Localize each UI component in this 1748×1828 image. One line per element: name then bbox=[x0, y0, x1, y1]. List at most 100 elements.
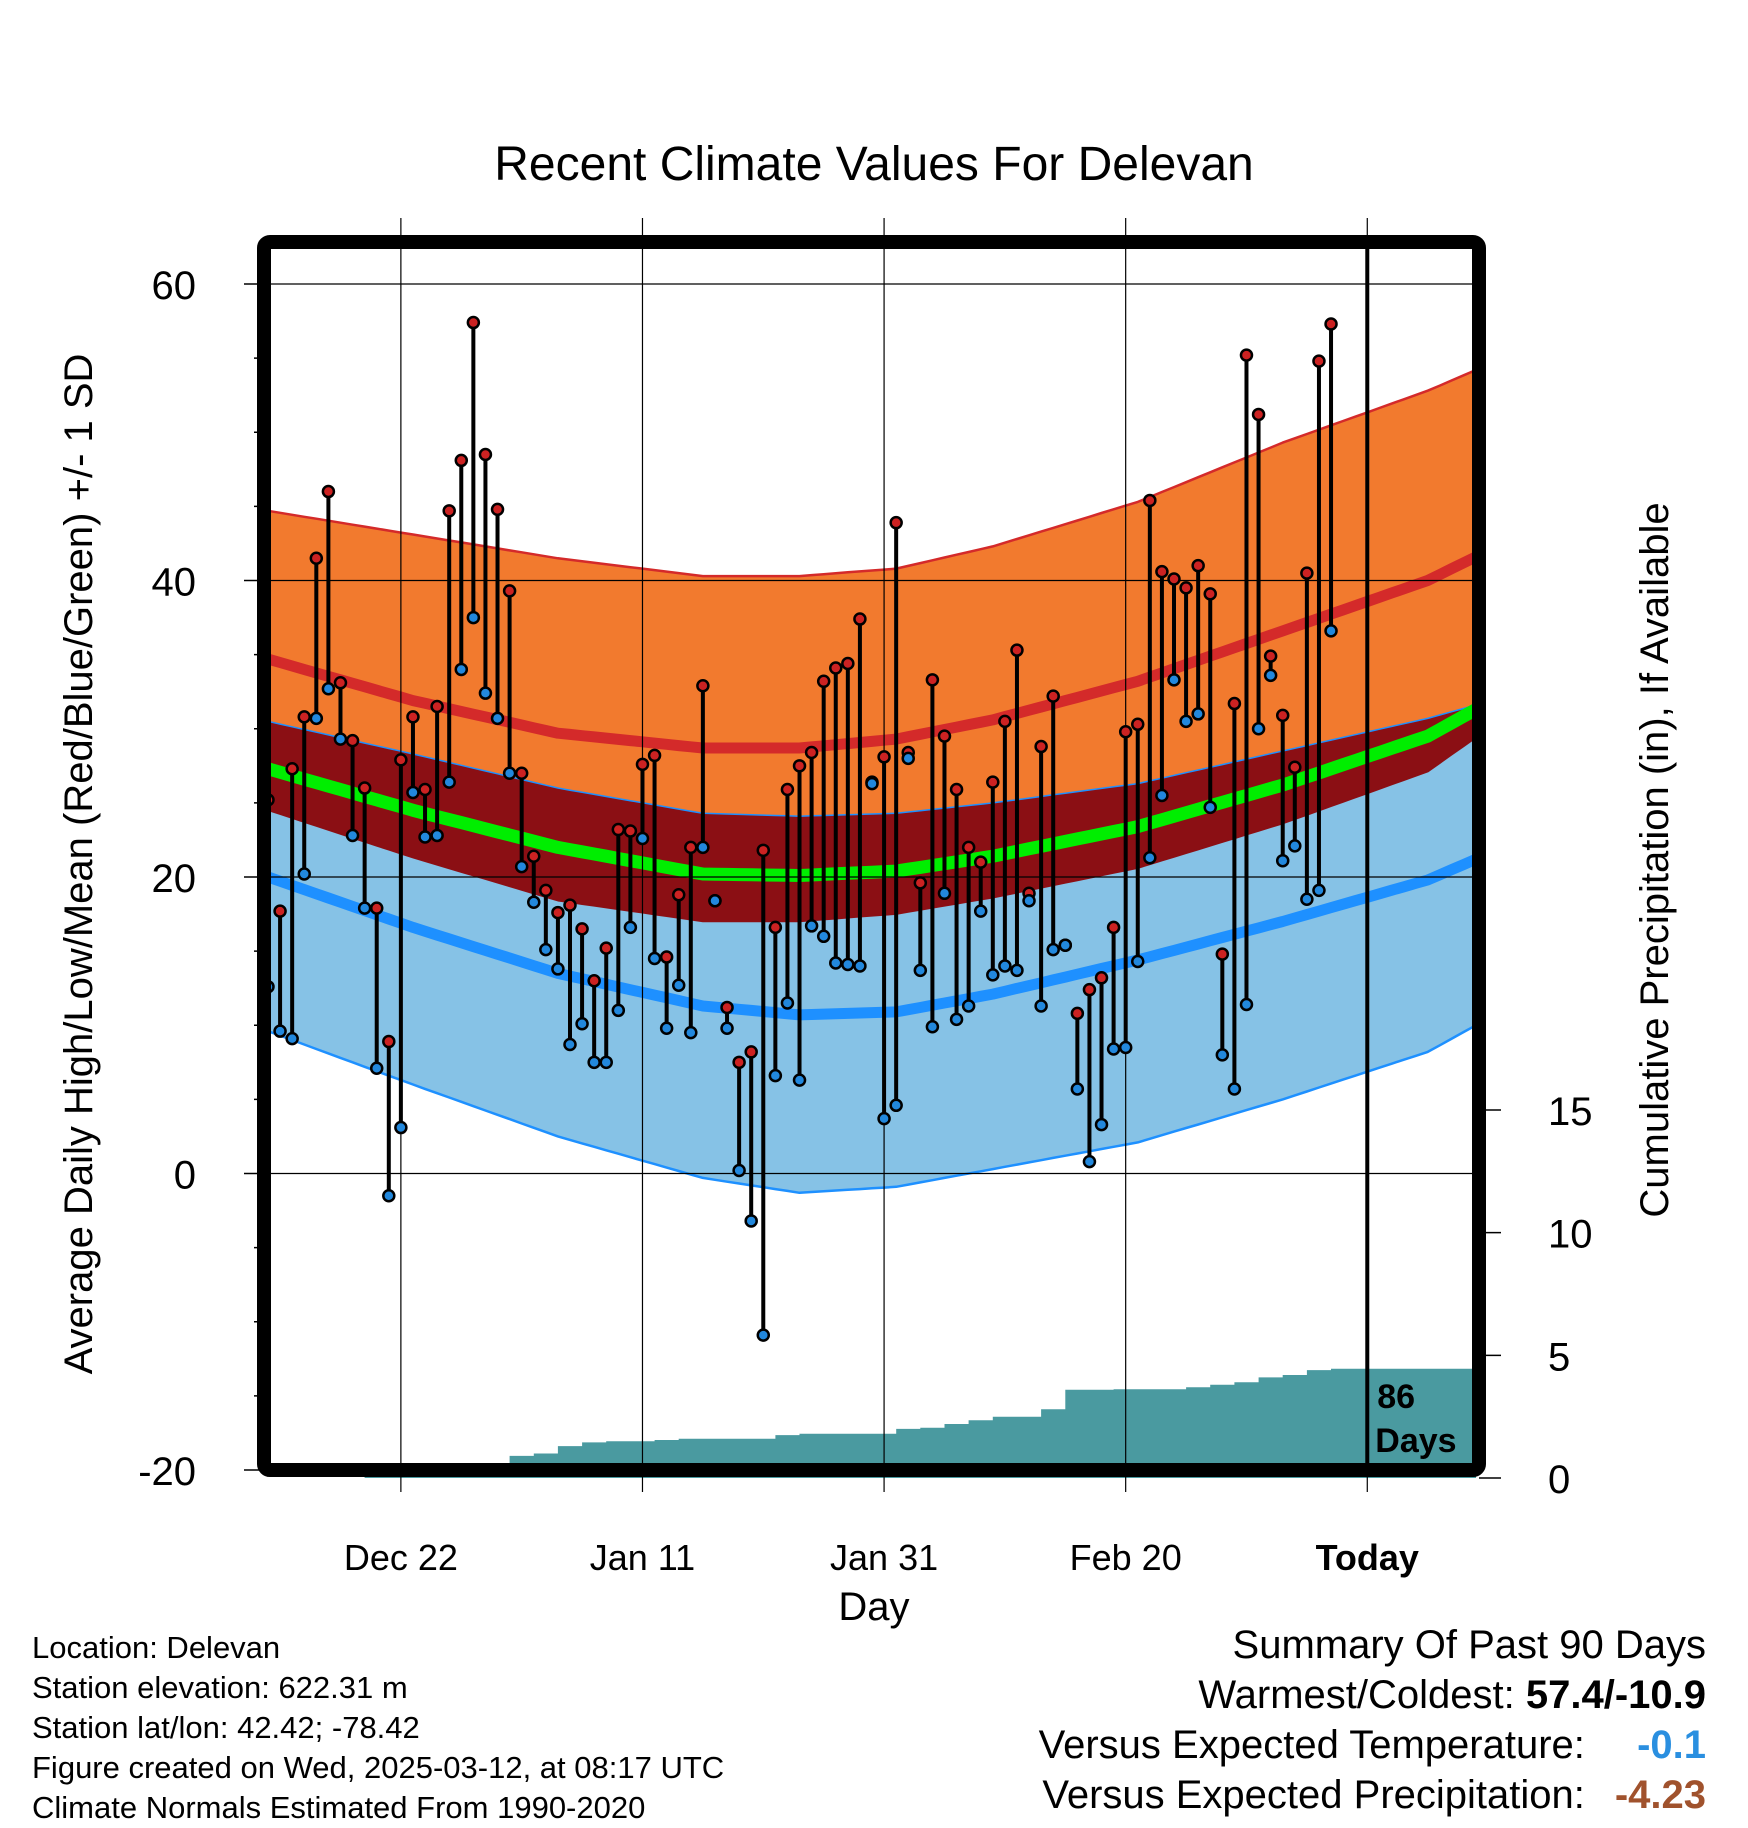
high-point bbox=[1034, 739, 1048, 754]
x-tick-label: Dec 22 bbox=[344, 1537, 458, 1578]
normal-bands bbox=[266, 368, 1480, 1195]
low-point bbox=[877, 1111, 891, 1126]
low-point bbox=[744, 1214, 758, 1228]
low-point bbox=[853, 959, 867, 973]
footer-normals: Climate Normals Estimated From 1990-2020 bbox=[32, 1790, 646, 1825]
low-point bbox=[949, 1012, 964, 1027]
temp-value: -0.1 bbox=[1637, 1723, 1706, 1767]
high-plus-sd-line bbox=[267, 368, 1477, 578]
low-point bbox=[937, 886, 952, 901]
low-point bbox=[635, 831, 650, 846]
high-point bbox=[1118, 724, 1133, 739]
mean-band bbox=[268, 705, 1476, 922]
high-point bbox=[1179, 581, 1193, 595]
summary-panel: Summary Of Past 90 Days Warmest/Coldest:… bbox=[1039, 1620, 1706, 1820]
high-point bbox=[937, 729, 952, 743]
high-point bbox=[949, 782, 964, 797]
low-point bbox=[1288, 839, 1302, 853]
low-point bbox=[1118, 1040, 1133, 1055]
low-point bbox=[1082, 1154, 1097, 1169]
low-point bbox=[647, 951, 662, 966]
high-point bbox=[406, 710, 420, 724]
low-point bbox=[720, 1021, 734, 1035]
high-point bbox=[1300, 566, 1314, 580]
high-point bbox=[1143, 493, 1157, 508]
low-plus-sd-line bbox=[267, 736, 1477, 923]
low-point bbox=[273, 1024, 287, 1038]
low-point bbox=[708, 893, 722, 908]
high-point bbox=[1239, 348, 1254, 362]
footer-created: Figure created on Wed, 2025-03-12, at 08… bbox=[32, 1750, 725, 1785]
high-point bbox=[551, 905, 565, 920]
high-point bbox=[273, 904, 287, 918]
y-tick-label: 0 bbox=[174, 1154, 196, 1198]
high-point bbox=[1155, 564, 1169, 579]
low-point bbox=[406, 785, 420, 800]
high-point bbox=[563, 898, 577, 912]
high-point bbox=[418, 782, 432, 797]
low-point bbox=[575, 1017, 589, 1031]
axes: -20 0 20 40 60 0 5 10 15 Dec 22 Jan 11 Jan 31 Feb 20… bbox=[138, 264, 1592, 1578]
low-point bbox=[1094, 1117, 1109, 1132]
high-point bbox=[587, 974, 601, 988]
low-point bbox=[756, 1328, 771, 1342]
low-point bbox=[430, 828, 444, 843]
low-point bbox=[1034, 999, 1048, 1013]
high-point bbox=[804, 745, 819, 760]
warmest-coldest-value: 57.4/-10.9 bbox=[1525, 1673, 1706, 1717]
high-point bbox=[357, 781, 372, 795]
low-point bbox=[1179, 714, 1193, 729]
summary-title: Summary Of Past 90 Days bbox=[1232, 1623, 1706, 1667]
low-point bbox=[1191, 707, 1205, 721]
low-point bbox=[732, 1163, 746, 1178]
high-point bbox=[841, 656, 855, 671]
low-point bbox=[527, 895, 541, 909]
summary-temp: Versus Expected Temperature: -0.1 bbox=[1039, 1720, 1706, 1770]
x-axis-label: Day bbox=[838, 1585, 909, 1629]
high-point bbox=[466, 315, 481, 330]
low-point bbox=[514, 859, 529, 874]
warmest-coldest-label: Warmest/Coldest: bbox=[1198, 1673, 1515, 1717]
low-point bbox=[889, 1098, 903, 1113]
low-point bbox=[696, 840, 710, 855]
high-point bbox=[1312, 354, 1326, 368]
low-point bbox=[1167, 673, 1181, 687]
high-point bbox=[635, 757, 650, 772]
low-point bbox=[804, 919, 819, 933]
high-point bbox=[285, 762, 299, 776]
high-point bbox=[478, 447, 493, 462]
high-point bbox=[502, 584, 517, 598]
footer-location: Location: Delevan bbox=[32, 1630, 281, 1665]
precip-label: Versus Expected Precipitation: bbox=[1042, 1773, 1585, 1817]
high-point bbox=[514, 766, 529, 780]
low-point bbox=[841, 957, 855, 972]
low-point bbox=[1263, 668, 1278, 683]
high-point bbox=[1275, 708, 1290, 723]
high-point bbox=[527, 849, 541, 863]
high-point bbox=[442, 504, 456, 518]
low-point bbox=[1215, 1048, 1230, 1062]
high-point bbox=[768, 920, 783, 935]
mean-line bbox=[266, 703, 1480, 882]
low-point bbox=[1324, 624, 1338, 638]
high-point bbox=[973, 855, 988, 869]
x-tick-label: Jan 31 bbox=[830, 1537, 938, 1578]
low-point bbox=[442, 775, 456, 789]
low-point bbox=[345, 828, 360, 843]
footer-elevation: Station elevation: 622.31 m bbox=[32, 1670, 408, 1705]
high-point bbox=[1167, 572, 1181, 586]
low-point bbox=[611, 1003, 626, 1018]
high-point bbox=[986, 775, 1000, 789]
low-point bbox=[1106, 1042, 1121, 1056]
precip-value: -4.23 bbox=[1614, 1773, 1706, 1817]
high-point bbox=[1106, 920, 1121, 935]
high-point bbox=[611, 822, 626, 837]
high-point bbox=[599, 941, 613, 955]
high-point bbox=[889, 515, 903, 530]
high-point bbox=[430, 699, 444, 714]
low-point bbox=[394, 1120, 408, 1135]
high-point bbox=[647, 748, 662, 763]
low-point bbox=[563, 1037, 577, 1052]
high-point bbox=[369, 901, 384, 915]
footer-latlon: Station lat/lon: 42.42; -78.42 bbox=[32, 1710, 420, 1745]
